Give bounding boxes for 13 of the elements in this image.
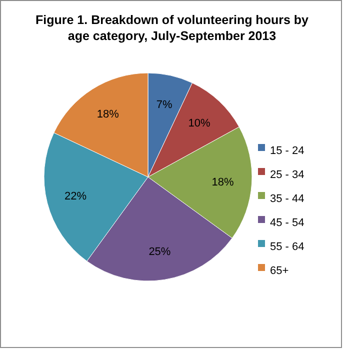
chart-title: Figure 1. Breakdown of volunteering hours by age category, July-September 2013: [36, 13, 309, 43]
data-label: 25%: [148, 246, 171, 258]
data-label: 18%: [212, 176, 234, 189]
data-label: 18%: [96, 108, 120, 121]
legend-label: 15 - 24: [270, 144, 304, 157]
data-label: 10%: [188, 117, 210, 130]
legend-label: 25 - 34: [270, 168, 304, 181]
legend-label: 65+: [270, 264, 289, 277]
legend-label: 55 - 64: [270, 240, 304, 253]
legend-label: 45 - 54: [270, 216, 304, 229]
data-label: 22%: [64, 190, 87, 202]
legend-label: 35 - 44: [270, 192, 304, 205]
data-label: 7%: [156, 98, 172, 111]
